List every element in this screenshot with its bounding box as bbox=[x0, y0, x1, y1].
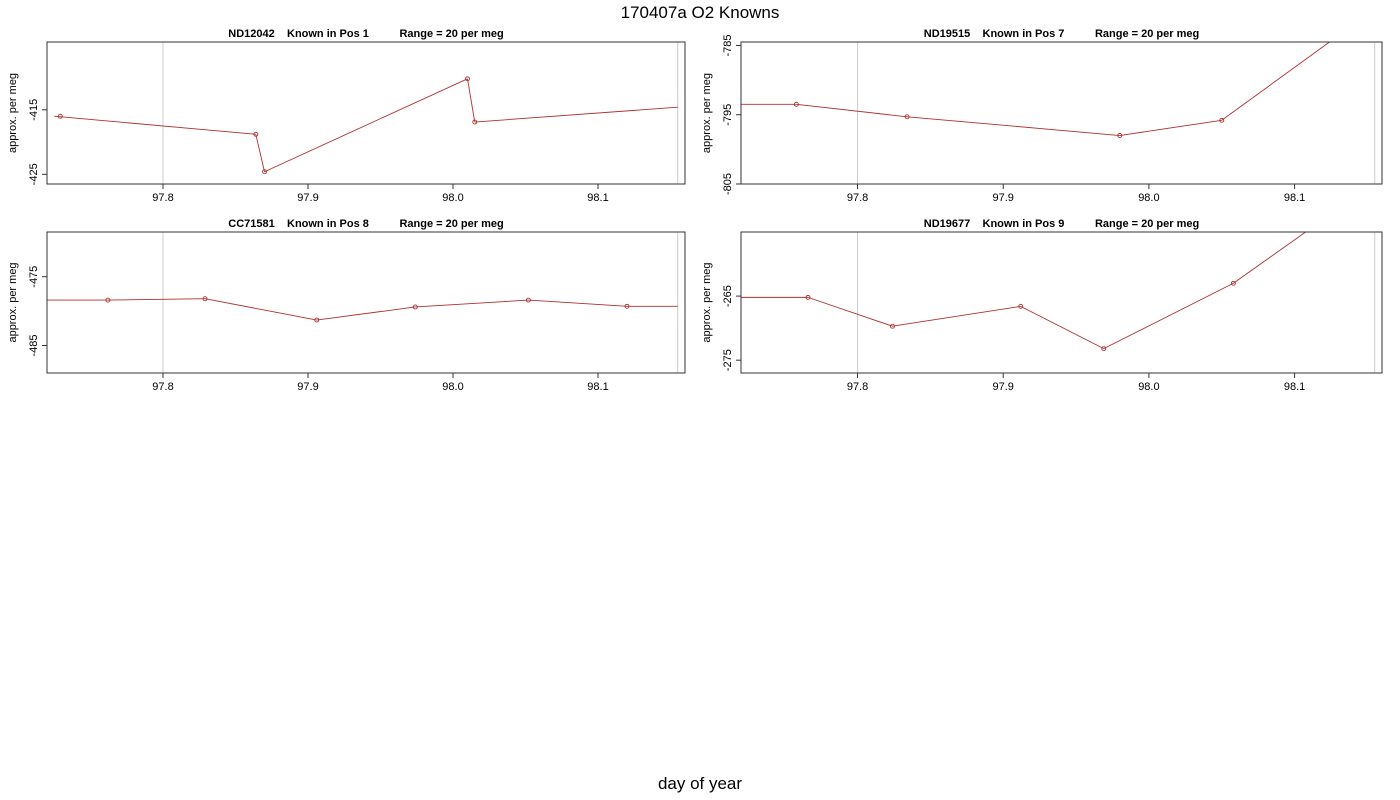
data-point bbox=[1018, 303, 1024, 309]
data-point bbox=[904, 114, 910, 120]
x-tick-label: 98.1 bbox=[587, 381, 608, 393]
y-axis-label: approx. per meg bbox=[7, 73, 19, 153]
data-point bbox=[262, 169, 267, 175]
series-segment bbox=[467, 78, 476, 123]
data-point bbox=[202, 296, 208, 302]
panel-title: ND19515 Known in Pos 7 Range = 20 per me… bbox=[924, 28, 1199, 40]
data-point bbox=[1117, 133, 1123, 138]
y-axis-label: approx. per meg bbox=[7, 262, 19, 342]
series-segment bbox=[107, 298, 206, 301]
series-segment bbox=[264, 78, 468, 173]
chart-panel: ND19677 Known in Pos 9 Range = 20 per me… bbox=[701, 218, 1383, 393]
data-point bbox=[1230, 280, 1236, 286]
series-segment bbox=[474, 106, 678, 123]
y-tick-label: -275 bbox=[722, 349, 734, 371]
y-tick-label: -795 bbox=[722, 104, 734, 126]
series-segment bbox=[1233, 232, 1307, 284]
series-segment bbox=[796, 103, 908, 118]
panel-title: CC71581 Known in Pos 8 Range = 20 per me… bbox=[228, 218, 503, 230]
data-point bbox=[253, 131, 259, 137]
x-tick-label: 98.1 bbox=[1284, 192, 1305, 204]
series-segment bbox=[528, 299, 628, 307]
plot-frame bbox=[46, 41, 686, 185]
y-tick-label: -265 bbox=[722, 285, 734, 307]
y-tick-label: -785 bbox=[722, 34, 734, 56]
data-point bbox=[472, 119, 478, 125]
data-point bbox=[57, 113, 63, 119]
y-tick-label: -415 bbox=[28, 99, 40, 121]
series-segment bbox=[255, 134, 265, 172]
data-point bbox=[525, 297, 531, 303]
series-segment bbox=[204, 298, 317, 321]
series-group bbox=[741, 232, 1307, 352]
series-segment bbox=[54, 115, 256, 135]
chart-panel: ND19515 Known in Pos 7 Range = 20 per me… bbox=[701, 28, 1383, 204]
x-tick-label: 97.9 bbox=[993, 192, 1014, 204]
x-tick-label: 98.1 bbox=[587, 192, 608, 204]
series-segment bbox=[1119, 119, 1222, 136]
x-tick-label: 97.8 bbox=[847, 192, 868, 204]
x-tick-label: 98.0 bbox=[1138, 381, 1159, 393]
x-tick-label: 97.8 bbox=[847, 381, 868, 393]
x-tick-label: 98.1 bbox=[1284, 381, 1305, 393]
data-point bbox=[314, 317, 320, 323]
y-tick-label: -475 bbox=[28, 266, 40, 288]
x-tick-label: 97.9 bbox=[297, 192, 318, 204]
series-group bbox=[47, 296, 678, 323]
y-axis-label: approx. per meg bbox=[701, 262, 713, 342]
plot-frame bbox=[46, 231, 686, 374]
series-group bbox=[54, 76, 678, 175]
data-point bbox=[624, 303, 630, 309]
data-point bbox=[105, 297, 111, 303]
x-tick-label: 97.8 bbox=[152, 381, 173, 393]
figure-title: 170407a O2 Knowns bbox=[620, 3, 780, 22]
chart-panel: CC71581 Known in Pos 8 Range = 20 per me… bbox=[7, 218, 686, 393]
x-tick-label: 98.0 bbox=[1138, 192, 1159, 204]
data-point bbox=[890, 323, 895, 329]
x-tick-label: 98.0 bbox=[442, 192, 463, 204]
x-tick-label: 97.9 bbox=[297, 381, 318, 393]
series-group bbox=[741, 42, 1331, 138]
series-segment bbox=[807, 296, 893, 327]
data-point bbox=[805, 294, 811, 300]
series-segment bbox=[907, 116, 1120, 136]
series-segment bbox=[1020, 305, 1104, 350]
plot-frame bbox=[740, 41, 1383, 185]
x-tick-label: 97.8 bbox=[152, 192, 173, 204]
plot-frame bbox=[740, 231, 1383, 374]
y-axis-label: approx. per meg bbox=[701, 73, 713, 153]
data-point bbox=[1219, 117, 1225, 123]
x-tick-label: 97.9 bbox=[993, 381, 1014, 393]
x-axis-label: day of year bbox=[657, 774, 743, 793]
data-point bbox=[1101, 346, 1107, 352]
data-point bbox=[465, 76, 470, 82]
y-tick-label: -805 bbox=[722, 173, 734, 195]
y-tick-label: -425 bbox=[28, 163, 40, 185]
series-segment bbox=[892, 305, 1021, 327]
x-tick-label: 98.0 bbox=[442, 381, 463, 393]
series-segment bbox=[1221, 42, 1331, 121]
series-segment bbox=[415, 299, 529, 308]
panel-title: ND19677 Known in Pos 9 Range = 20 per me… bbox=[924, 218, 1199, 230]
panel-title: ND12042 Known in Pos 1 Range = 20 per me… bbox=[228, 28, 503, 40]
data-point bbox=[412, 304, 418, 310]
data-point bbox=[793, 101, 799, 107]
chart-panel: ND12042 Known in Pos 1 Range = 20 per me… bbox=[7, 28, 686, 204]
series-segment bbox=[1103, 282, 1234, 350]
y-tick-label: -485 bbox=[28, 334, 40, 356]
series-segment bbox=[316, 306, 416, 321]
